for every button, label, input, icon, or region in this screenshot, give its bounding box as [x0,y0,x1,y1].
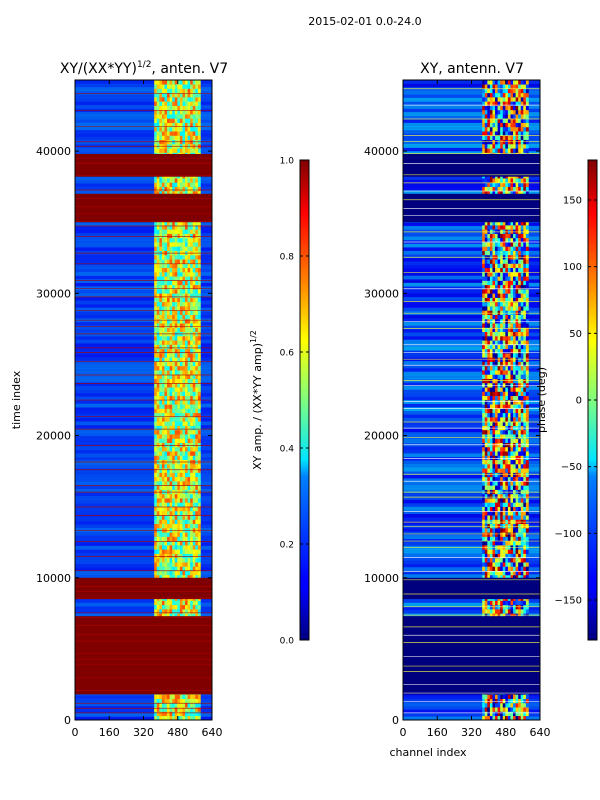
x-tick-label: 0 [400,726,407,739]
x-tick-label: 320 [133,726,154,739]
phase-panel: XY, antenn. V7 0 160 320 480 640 0 10000 20000 3… [364,61,598,759]
colorbar-tick-label: 0.4 [280,445,295,455]
x-tick-label: 320 [461,726,482,739]
y-tick-label: 0 [392,714,399,727]
y-tick-label: 40000 [364,145,399,158]
colorbar-tick-label: 50 [569,329,582,340]
amp-ratio-panel: XY/(XX*YY)1/2, anten. V7 0 160 320 480 640 0 1… [10,60,310,739]
amp-ratio-axes: 0 160 320 480 640 0 10000 20000 30000 40000 [36,80,223,739]
x-tick-label: 0 [72,726,79,739]
y-tick-label: 10000 [36,572,71,585]
amp-colorbar [299,159,310,641]
amp-colorbar-ticks: 0.0 0.2 0.4 0.6 0.8 1.0 [280,157,309,647]
y-tick-label: 20000 [364,430,399,443]
y-tick-label: 0 [64,714,71,727]
x-tick-label: 160 [99,726,120,739]
colorbar-tick-label: 0.6 [280,349,295,359]
amp-colorbar-label: XY amp. / (XX*YY amp)1/2 [249,330,264,470]
colorbar-tick-label: 0.2 [280,541,294,551]
x-tick-label: 640 [530,726,551,739]
colorbar-tick-label: 0 [576,396,582,407]
colorbar-tick-label: −50 [561,462,582,473]
colorbar-tick-label: −100 [555,529,582,540]
phase-xlabel: channel index [389,746,467,759]
x-tick-label: 640 [202,726,223,739]
y-tick-label: 40000 [36,145,71,158]
colorbar-tick-label: −150 [555,596,582,607]
colorbar-tick-label: 0.8 [280,253,295,263]
x-tick-label: 160 [427,726,448,739]
colorbar-tick-label: 150 [563,196,582,207]
colorbar-tick-label: 1.0 [280,157,295,167]
amp-ratio-ylabel: time index [10,370,23,429]
phase-colorbar-label: phase (deg) [535,367,548,433]
phase-title: XY, antenn. V7 [420,61,524,77]
colorbar-tick-label: 0.0 [280,637,295,647]
amp-ratio-title: XY/(XX*YY)1/2, anten. V7 [60,60,228,77]
figure-suptitle: 2015-02-01 0.0-24.0 [308,15,421,28]
phase-axes: 0 160 320 480 640 0 10000 20000 30000 40000 [364,80,551,739]
y-tick-label: 20000 [36,430,71,443]
x-tick-label: 480 [495,726,516,739]
colorbar-tick-label: 100 [563,262,582,273]
x-tick-label: 480 [167,726,188,739]
y-tick-label: 10000 [364,572,399,585]
phase-heatmap [403,80,540,720]
phase-colorbar-ticks: −150 −100 −50 0 50 100 150 [555,196,597,607]
y-tick-label: 30000 [364,287,399,300]
amp-ratio-heatmap [75,80,212,720]
y-tick-label: 30000 [36,287,71,300]
